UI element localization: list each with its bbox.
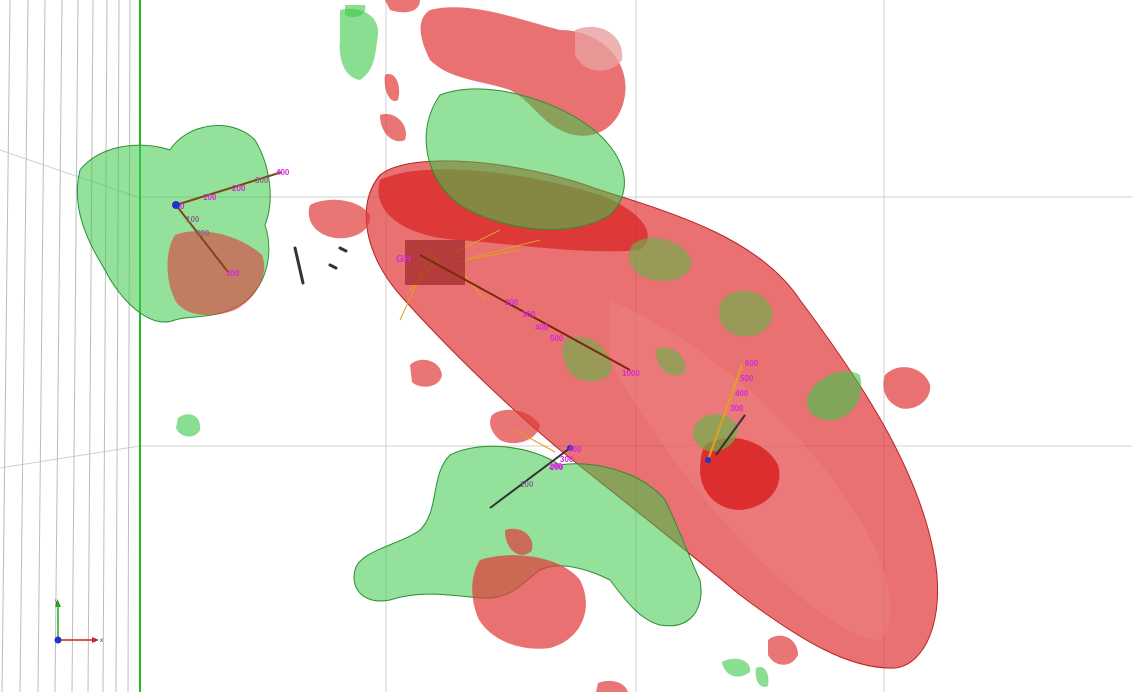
small-negative-shell-b [722, 658, 751, 677]
drillhole-label: 200 [232, 184, 246, 193]
bottom-positive-shell-b [505, 528, 533, 555]
right-negative-shell [806, 371, 862, 421]
drillhole-label: 300 [522, 310, 536, 319]
drillhole-id-label: GH [396, 254, 411, 265]
top-negative-shell-c [345, 5, 366, 17]
drillhole-label: 500 [740, 374, 754, 383]
small-positive-shell-d [596, 680, 628, 692]
drillhole-label: 400 [276, 168, 290, 177]
axis-triad: y x [54, 599, 103, 644]
drillhole-center: GH 200 300 400 500 1000 [396, 229, 640, 378]
top-positive-shell-e [380, 114, 406, 142]
y-axis-label: y [55, 599, 58, 605]
inner-negative-shell-d [655, 347, 686, 376]
drillhole-upper-left: 0 100 200 300 400 100 200 300 [172, 168, 290, 278]
drillhole-label: 500 [550, 334, 564, 343]
inner-negative-shell-c [562, 336, 612, 382]
stray-marks [293, 246, 348, 285]
drillhole-label: 600 [745, 359, 759, 368]
drillhole-label: 1000 [622, 369, 640, 378]
drillhole-label: 200 [549, 462, 563, 471]
small-negative-shell-c [755, 666, 769, 687]
left-positive-shell [167, 231, 265, 316]
drillhole-label: 0 [180, 202, 185, 211]
side-wall-grid [1, 0, 131, 692]
top-negative-shell-a [339, 8, 379, 80]
drillhole-label: 100 [203, 193, 217, 202]
drillhole-label: 200 [505, 298, 519, 307]
drillhole-label: 400 [568, 445, 582, 454]
drillhole-label: 300 [255, 176, 269, 185]
drillhole-label: 100 [520, 480, 534, 489]
inner-negative-shell-a [718, 290, 773, 337]
top-negative-shell-b [425, 88, 625, 230]
drillhole-label: 200 [196, 229, 210, 238]
drillhole-label: 300 [560, 455, 574, 464]
top-positive-shell-b [575, 26, 623, 71]
drillhole-label: 300 [226, 269, 240, 278]
bottom-positive-shell [472, 555, 586, 649]
right-drill-negative [693, 414, 738, 452]
small-positive-shell-a [410, 359, 442, 387]
right-positive-shell [883, 367, 931, 409]
drillhole-label: 400 [535, 323, 549, 332]
drillhole-label: 200 [550, 463, 564, 472]
drillhole-label: 400 [735, 389, 749, 398]
drillhole-label: 100 [186, 215, 200, 224]
right-drill-positive [700, 437, 780, 510]
small-negative-shell-a [176, 414, 201, 437]
top-positive-shell-d [384, 74, 400, 101]
drillhole-label: 300 [730, 404, 744, 413]
small-positive-shell-c [768, 635, 798, 665]
drillhole-lower-center: 400 300 200 100 200 [489, 429, 582, 509]
top-positive-shell-c [385, 0, 420, 13]
left-positive-shell-small [308, 199, 371, 239]
main-positive-shell [365, 160, 939, 669]
small-positive-shell-b [490, 409, 540, 444]
top-positive-shell-a [420, 7, 626, 136]
x-axis-label: x [100, 638, 103, 644]
inner-negative-shell-b [628, 237, 692, 282]
origin-icon [54, 636, 62, 644]
drillhole-right: 600 500 400 300 [705, 359, 759, 463]
